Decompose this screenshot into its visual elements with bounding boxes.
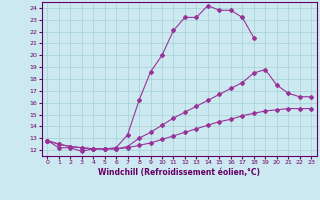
X-axis label: Windchill (Refroidissement éolien,°C): Windchill (Refroidissement éolien,°C) — [98, 168, 260, 177]
